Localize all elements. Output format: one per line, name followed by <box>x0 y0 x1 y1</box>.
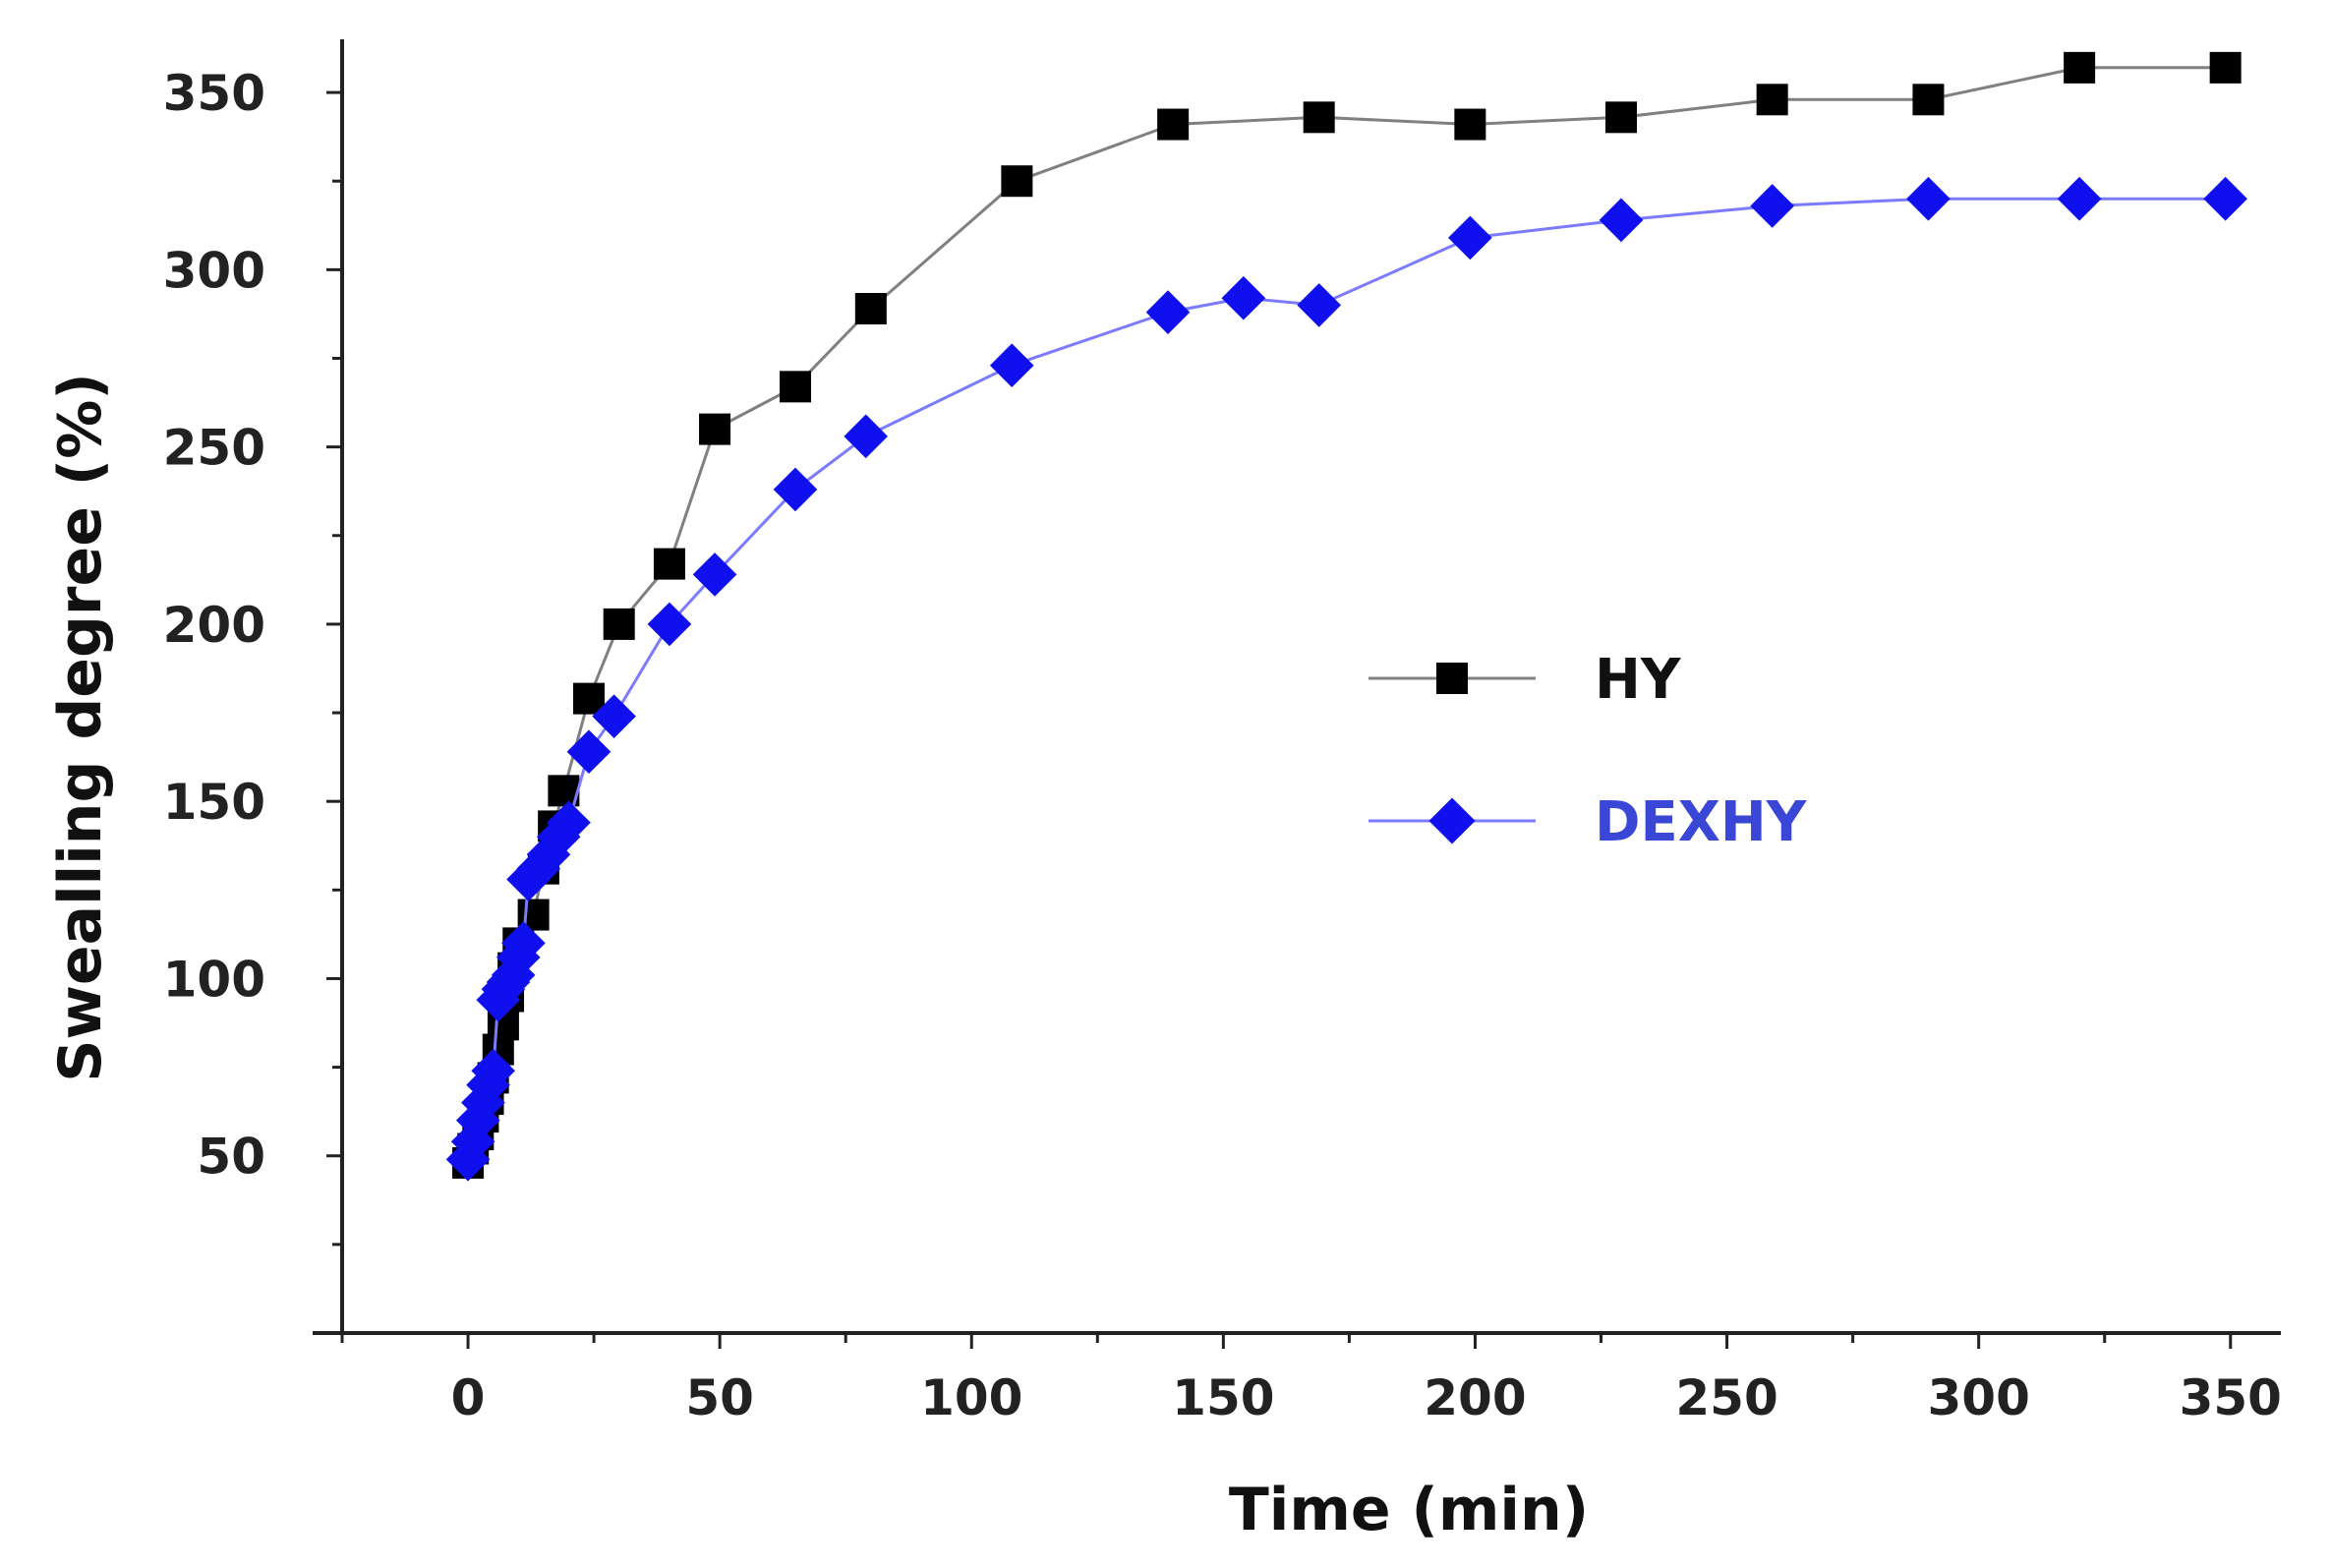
x-tick-label: 0 <box>451 1369 486 1426</box>
data-point-dexhy <box>989 343 1034 388</box>
data-point-hy <box>779 371 811 403</box>
data-point-dexhy <box>1599 198 1644 243</box>
data-point-dexhy <box>1906 176 1951 221</box>
x-tick-label: 200 <box>1424 1369 1526 1426</box>
data-point-dexhy <box>1221 275 1266 320</box>
x-tick-label: 100 <box>920 1369 1022 1426</box>
legend-label-dexhy: DEXHY <box>1595 790 1808 854</box>
data-point-hy <box>1454 108 1486 141</box>
data-point-dexhy <box>1448 215 1492 261</box>
data-point-dexhy <box>844 414 889 459</box>
y-tick-label: 350 <box>163 65 265 122</box>
data-point-dexhy <box>1145 290 1191 334</box>
legend-item-dexhy: DEXHY <box>1369 790 1808 854</box>
data-point-hy <box>603 608 635 640</box>
data-point-dexhy <box>1750 184 1794 228</box>
y-tick-label: 200 <box>163 597 265 654</box>
y-tick-label: 100 <box>163 951 265 1008</box>
data-point-hy <box>854 293 887 325</box>
data-point-dexhy <box>2203 176 2247 221</box>
data-point-hy <box>1157 108 1190 141</box>
legend-label-hy: HY <box>1595 648 1682 712</box>
data-point-dexhy <box>2057 176 2102 221</box>
data-point-dexhy <box>1297 283 1342 327</box>
data-point-dexhy <box>692 552 737 597</box>
legend: HY DEXHY <box>1369 648 1808 854</box>
y-tick-label: 300 <box>163 242 265 299</box>
data-point-dexhy <box>547 800 591 845</box>
data-point-hy <box>1001 165 1033 198</box>
y-tick-label: 50 <box>197 1129 265 1186</box>
data-point-dexhy <box>773 467 818 512</box>
x-tick-label: 350 <box>2180 1369 2282 1426</box>
series-layer <box>445 51 2247 1182</box>
data-point-hy <box>699 413 731 445</box>
legend-marker-hy <box>1436 663 1468 694</box>
y-axis-title: Swealling degree (%) <box>46 373 115 1082</box>
series-dexhy <box>445 176 2247 1182</box>
x-axis-title: Time (min) <box>1229 1476 1589 1544</box>
axes <box>313 39 2281 1335</box>
data-point-hy <box>2209 51 2242 84</box>
x-tick-label: 50 <box>685 1369 754 1426</box>
data-point-dexhy <box>592 694 636 738</box>
y-axis-ticks: 50 100 150 200 250 300 350 <box>163 65 342 1247</box>
data-point-hy <box>1912 84 1945 116</box>
data-point-dexhy <box>471 1048 515 1093</box>
data-point-hy <box>2064 51 2096 84</box>
data-point-dexhy <box>491 953 536 998</box>
data-point-dexhy <box>566 729 612 775</box>
x-tick-label: 300 <box>1927 1369 2029 1426</box>
x-axis-ticks: 0 50 100 150 200 250 300 350 <box>340 1333 2282 1426</box>
data-point-hy <box>1605 101 1638 134</box>
data-point-hy <box>653 548 685 580</box>
y-tick-label: 150 <box>163 774 265 831</box>
data-point-hy <box>1303 101 1335 134</box>
legend-item-hy: HY <box>1369 648 1682 712</box>
legend-marker-dexhy <box>1428 797 1476 844</box>
data-point-hy <box>1756 84 1788 116</box>
x-tick-label: 250 <box>1675 1369 1777 1426</box>
x-tick-label: 150 <box>1172 1369 1274 1426</box>
data-point-dexhy <box>647 602 692 647</box>
y-tick-label: 250 <box>163 420 265 477</box>
data-point-dexhy <box>501 921 546 965</box>
